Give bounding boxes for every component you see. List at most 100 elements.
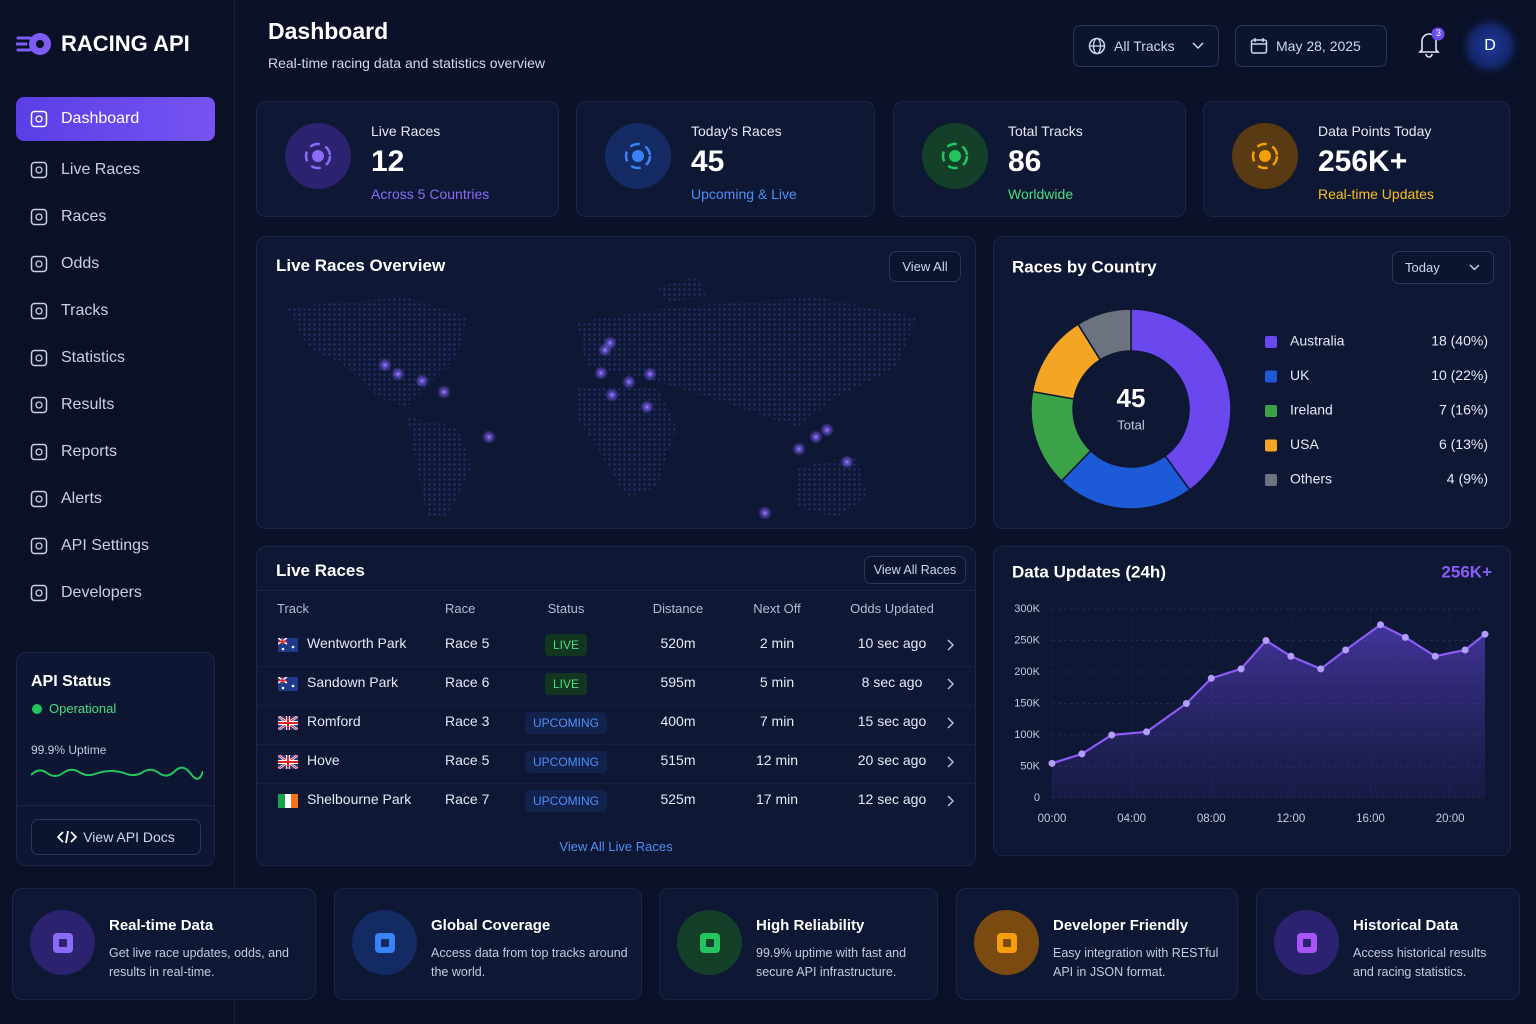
map-view-all-button[interactable]: View All: [889, 251, 961, 282]
table-cell: 520m: [660, 635, 696, 651]
table-cell: 20 sec ago: [857, 752, 927, 768]
view-all-races-button[interactable]: View All Races: [864, 556, 966, 584]
row-divider: [257, 744, 975, 745]
nav-item[interactable]: Live Races: [16, 148, 215, 192]
flag-icon: [277, 637, 298, 652]
nav-item[interactable]: Alerts: [16, 477, 215, 521]
nav-label: Alerts: [61, 490, 102, 507]
row-chevron[interactable]: [947, 638, 955, 656]
row-chevron[interactable]: [947, 755, 955, 773]
nav-label: Odds: [61, 255, 100, 272]
page-subtitle: Real-time racing data and statistics ove…: [268, 55, 546, 71]
map-panel: Live Races Overview View All: [256, 236, 976, 529]
feature-icon: [30, 910, 95, 975]
live-races-panel: Live Races View All Races View All Live …: [256, 546, 976, 866]
feature-card: Global Coverage Access data from top trac…: [334, 888, 642, 1000]
legend-swatch: [1265, 336, 1277, 348]
donut-total: 45: [1117, 383, 1146, 413]
legend-value: 10 (22%): [1431, 367, 1488, 383]
track-name: Sandown Park: [307, 674, 399, 690]
nav-item[interactable]: Developers: [16, 571, 215, 615]
race-location: [482, 430, 496, 444]
feature-text: Get live race updates, odds, and results…: [109, 946, 289, 979]
nav-label: Tracks: [61, 302, 109, 319]
stat-icon: [605, 123, 671, 189]
stat-value: 256K+: [1318, 145, 1408, 178]
race-location: [391, 367, 405, 381]
nav-item[interactable]: Dashboard: [16, 97, 215, 141]
feature-title: Historical Data: [1353, 917, 1459, 934]
y-tick-label: 300K: [1014, 603, 1040, 615]
nav-item[interactable]: Statistics: [16, 336, 215, 380]
feature-card: High Reliability 99.9% uptime with fast a…: [659, 888, 938, 1000]
table-title: Live Races: [276, 561, 365, 580]
feature-title: Global Coverage: [431, 917, 551, 934]
data-point: [1143, 728, 1151, 736]
feature-icon: [352, 910, 417, 975]
races-by-country-panel: Races by Country 45 Total Australia 18 (4…: [993, 236, 1511, 529]
table-cell: 15 sec ago: [857, 713, 927, 729]
feature-card: Developer Friendly Easy integration with …: [956, 888, 1238, 1000]
stat-label: Data Points Today: [1318, 123, 1432, 139]
column-header: Distance: [652, 601, 704, 616]
nav-item[interactable]: Races: [16, 195, 215, 239]
view-all-live-races-link[interactable]: View All Live Races: [559, 839, 673, 854]
legend-swatch: [1265, 474, 1277, 486]
y-tick-label: 250K: [1014, 634, 1040, 646]
line-title: Data Updates (24h): [1012, 562, 1166, 581]
x-tick-label: 08:00: [1197, 813, 1226, 825]
column-header: Odds Updated: [850, 601, 934, 616]
map-title: Live Races Overview: [276, 256, 446, 275]
race-location: [840, 455, 854, 469]
table-cell: Race 6: [445, 674, 490, 690]
nav-label: Developers: [61, 584, 142, 601]
status-badge: UPCOMING: [525, 790, 607, 812]
legend-value: 18 (40%): [1431, 333, 1488, 349]
view-api-docs-button[interactable]: View API Docs: [31, 819, 201, 855]
feature-text: Easy integration with RESTful API in JSO…: [1053, 946, 1219, 979]
row-chevron[interactable]: [947, 794, 955, 812]
data-point: [1317, 665, 1325, 673]
y-tick-label: 150K: [1014, 697, 1040, 709]
nav-item[interactable]: Results: [16, 383, 215, 427]
user-avatar[interactable]: D: [1469, 25, 1511, 67]
x-tick-label: 20:00: [1436, 813, 1465, 825]
feature-icon: [1274, 910, 1339, 975]
nav-label: Reports: [61, 443, 118, 460]
row-chevron[interactable]: [947, 716, 955, 734]
view-api-docs-label: View API Docs: [83, 829, 175, 845]
table-cell: Race 3: [445, 713, 490, 729]
api-status-card: API Status Operational 99.9% Uptime View…: [16, 652, 215, 866]
nav-label: Live Races: [61, 161, 141, 178]
date-picker[interactable]: May 28, 2025: [1235, 25, 1387, 67]
race-location: [792, 442, 806, 456]
race-location: [758, 506, 772, 520]
nav-label: Results: [61, 396, 115, 413]
sidebar: RACING API Dashboard Live Races Races Odds T…: [0, 0, 235, 1024]
row-chevron[interactable]: [947, 677, 955, 695]
nav-item[interactable]: Reports: [16, 430, 215, 474]
stat-icon: [1232, 123, 1298, 189]
nav-item[interactable]: API Settings: [16, 524, 215, 568]
nav-item[interactable]: Tracks: [16, 289, 215, 333]
flag-icon: [278, 794, 298, 808]
data-point: [1287, 652, 1295, 660]
column-header: Track: [277, 601, 310, 616]
y-tick-label: 0: [1034, 792, 1040, 804]
track-filter[interactable]: All Tracks: [1073, 25, 1219, 67]
notifications-button[interactable]: [1416, 26, 1446, 60]
status-badge: LIVE: [544, 673, 588, 695]
nav-item[interactable]: Odds: [16, 242, 215, 286]
legend-swatch: [1265, 405, 1277, 417]
race-location: [643, 367, 657, 381]
stat-icon: [922, 123, 988, 189]
stat-note: Upcoming & Live: [691, 186, 797, 202]
donut-total-label: Total: [1117, 417, 1145, 432]
nav-label: API Settings: [61, 537, 150, 554]
x-tick-label: 12:00: [1277, 813, 1306, 825]
y-tick-label: 100K: [1014, 729, 1040, 741]
feature-card: Real-time Data Get live race updates, odd…: [12, 888, 316, 1000]
period-dropdown[interactable]: Today: [1392, 251, 1494, 284]
table-cell: 10 sec ago: [857, 635, 927, 651]
legend-label: USA: [1290, 436, 1319, 452]
